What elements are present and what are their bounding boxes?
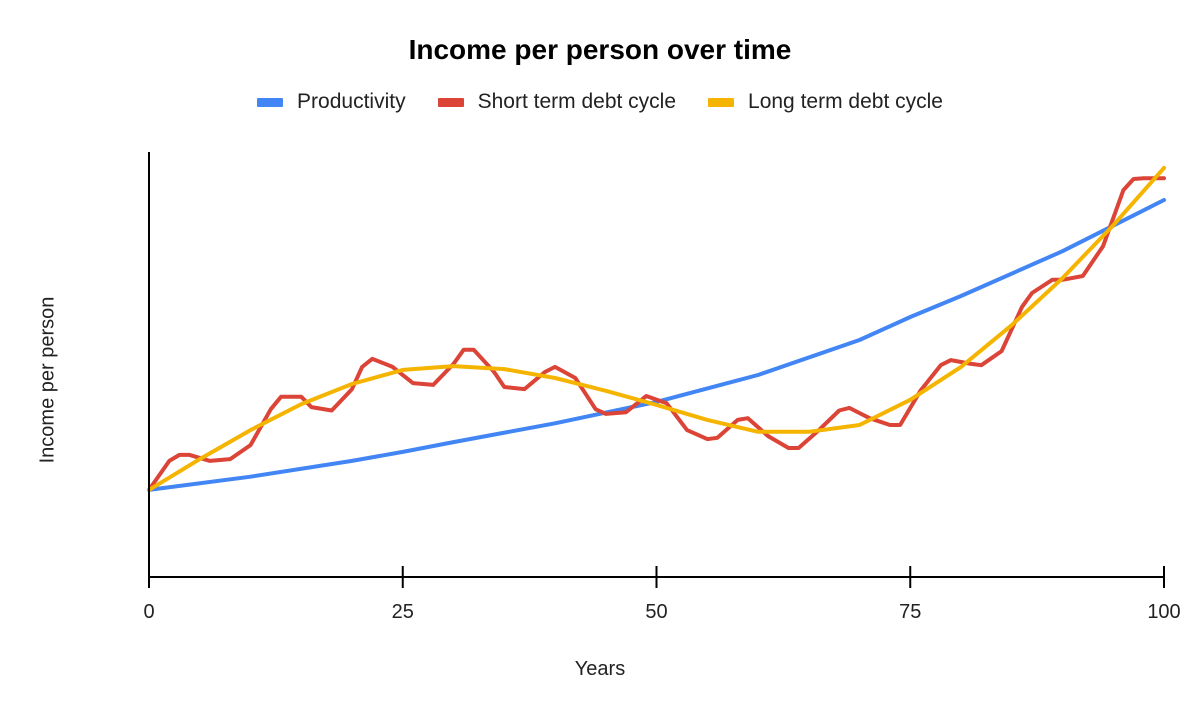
series-layer (147, 165, 1166, 492)
x-tick-label: 25 (392, 601, 414, 623)
series-line-long-term-debt-cycle[interactable] (147, 165, 1166, 492)
series-line-productivity[interactable] (147, 198, 1166, 492)
legend-swatch-long-term (708, 97, 735, 107)
x-tick-label: 100 (1147, 601, 1180, 623)
legend-swatch-productivity (257, 97, 284, 107)
chart-legend: Productivity Short term debt cycle Long … (0, 90, 1200, 114)
x-tick-label: 50 (645, 601, 667, 623)
legend-item-long-term-debt-cycle[interactable]: Long term debt cycle (708, 90, 943, 114)
legend-item-short-term-debt-cycle[interactable]: Short term debt cycle (437, 90, 677, 114)
series-line-short-term-debt-cycle[interactable] (147, 176, 1166, 492)
x-tick-label: 0 (143, 601, 154, 623)
y-axis-label: Income per person (36, 296, 59, 464)
legend-label: Long term debt cycle (748, 90, 943, 113)
legend-swatch-short-term (437, 97, 464, 107)
legend-item-productivity[interactable]: Productivity (257, 90, 406, 114)
chart-title: Income per person over time (408, 34, 792, 65)
x-axis-label: Years (574, 658, 626, 680)
x-tick-label: 75 (899, 601, 921, 623)
legend-label: Productivity (297, 90, 406, 113)
legend-label: Short term debt cycle (477, 90, 677, 113)
x-axis-ticks: 0 25 50 75 100 (143, 566, 1181, 623)
